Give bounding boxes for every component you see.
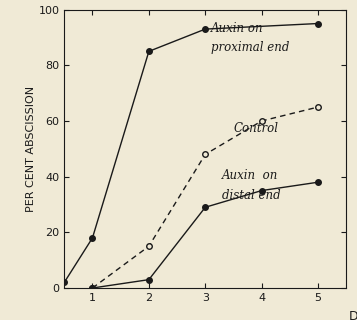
Text: Control: Control <box>233 122 278 135</box>
Text: distal end: distal end <box>222 189 281 202</box>
Text: Auxin on: Auxin on <box>211 22 263 35</box>
Text: DA: DA <box>349 310 357 320</box>
Y-axis label: PER CENT ABSCISSION: PER CENT ABSCISSION <box>26 86 36 212</box>
Text: Auxin  on: Auxin on <box>222 169 278 182</box>
Text: proximal end: proximal end <box>211 41 289 54</box>
